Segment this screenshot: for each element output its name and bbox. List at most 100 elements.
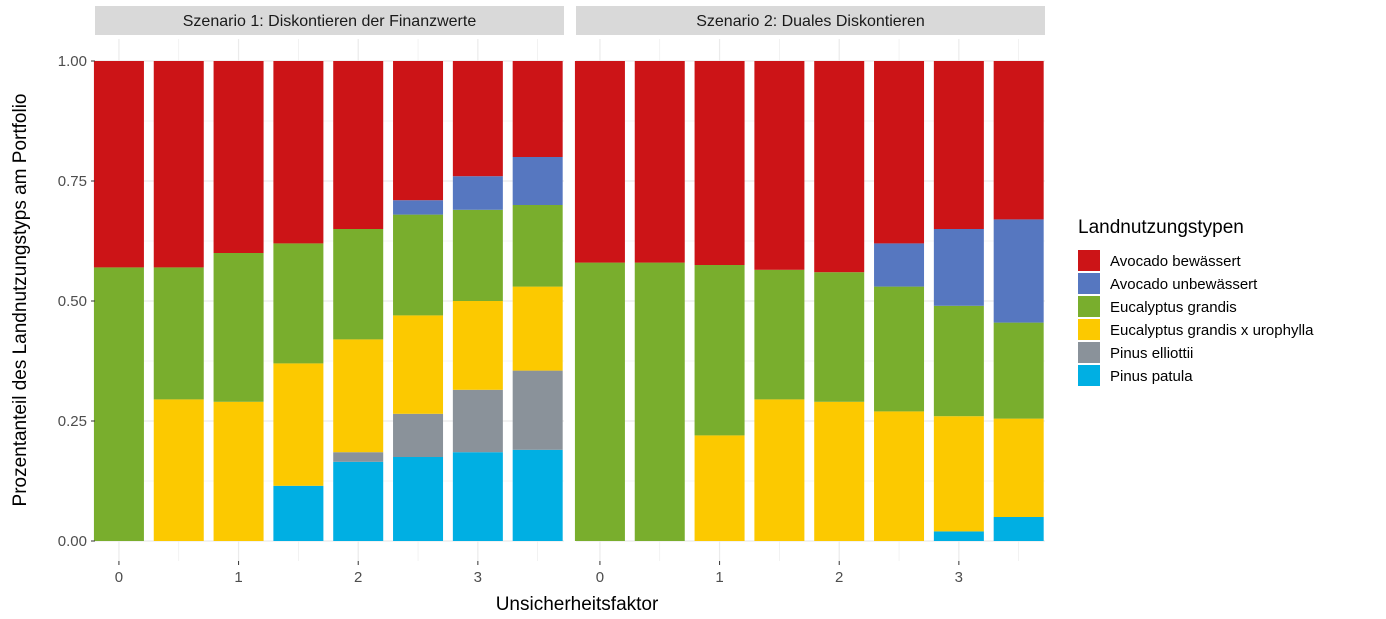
facet-panel-2: Szenario 2: Duales Diskontieren — [574, 6, 1045, 561]
bar-segment-avocado-bewaessert — [93, 61, 144, 268]
bar-segment-pinus-elliottii — [512, 370, 563, 450]
bar-segment-eucalyptus-grandis — [452, 209, 503, 301]
x-tick-label: 2 — [835, 569, 843, 586]
bar-segment-avocado-bewaessert — [393, 61, 444, 201]
legend-swatch — [1078, 342, 1100, 363]
legend-label: Avocado unbewässert — [1110, 276, 1258, 293]
x-tick-label: 2 — [354, 569, 362, 586]
legend-item-pinus-patula: Pinus patula — [1078, 365, 1193, 386]
legend-label: Eucalyptus grandis x urophylla — [1110, 322, 1314, 339]
x-tick-label: 1 — [234, 569, 242, 586]
y-tick-label: 0.75 — [58, 173, 87, 190]
bar-segment-pinus-elliottii — [393, 413, 444, 457]
bar-segment-avocado-bewaessert — [754, 61, 805, 270]
facet-strip — [576, 6, 1045, 35]
bar-segment-avocado-unbewaessert — [512, 157, 563, 205]
legend-item-eucalyptus-grandis-x-urophylla: Eucalyptus grandis x urophylla — [1078, 319, 1314, 340]
bar-segment-pinus-elliottii — [452, 389, 503, 453]
bar-segment-eucalyptus-grandis-x-urophylla — [933, 416, 984, 532]
y-tick-label: 0.00 — [58, 533, 87, 550]
y-tick-label: 0.25 — [58, 413, 87, 430]
bar-segment-eucalyptus-grandis — [874, 286, 925, 412]
bar-segment-eucalyptus-grandis-x-urophylla — [452, 301, 503, 390]
legend-label: Avocado bewässert — [1110, 253, 1241, 270]
bar-segment-avocado-bewaessert — [993, 61, 1044, 220]
bar-segment-avocado-bewaessert — [874, 61, 925, 244]
x-axis-title: Unsicherheitsfaktor — [496, 594, 659, 615]
bar-segment-pinus-patula — [393, 457, 444, 541]
legend-label: Eucalyptus grandis — [1110, 299, 1237, 316]
bar-segment-pinus-elliottii — [333, 452, 384, 462]
legend-swatch — [1078, 273, 1100, 294]
legend-item-avocado-bewaessert: Avocado bewässert — [1078, 250, 1241, 271]
bar-segment-eucalyptus-grandis — [814, 272, 865, 402]
bar-segment-avocado-bewaessert — [512, 61, 563, 157]
x-tick-label: 3 — [474, 569, 482, 586]
bar-segment-eucalyptus-grandis — [512, 205, 563, 287]
legend-swatch — [1078, 365, 1100, 386]
bar-segment-eucalyptus-grandis — [213, 253, 264, 402]
bars — [93, 61, 563, 541]
bar-segment-eucalyptus-grandis — [153, 267, 204, 400]
facet-panel-1: Szenario 1: Diskontieren der Finanzwerte — [93, 6, 564, 561]
bar-segment-pinus-patula — [452, 452, 503, 541]
bar-segment-eucalyptus-grandis — [933, 305, 984, 417]
legend-item-avocado-unbewaessert: Avocado unbewässert — [1078, 273, 1258, 294]
bar-segment-avocado-unbewaessert — [993, 219, 1044, 323]
bar-segment-eucalyptus-grandis — [333, 229, 384, 340]
x-tick-label: 0 — [596, 569, 604, 586]
bar-segment-pinus-patula — [333, 461, 384, 541]
facet-strip-label: Szenario 2: Duales Diskontieren — [696, 13, 925, 30]
bar-segment-avocado-bewaessert — [814, 61, 865, 273]
bar-segment-pinus-patula — [512, 449, 563, 541]
bar-segment-pinus-patula — [993, 517, 1044, 541]
bar-segment-eucalyptus-grandis-x-urophylla — [993, 418, 1044, 517]
legend-swatch — [1078, 296, 1100, 317]
bar-segment-avocado-bewaessert — [213, 61, 264, 253]
x-tick-label: 0 — [115, 569, 123, 586]
legend-swatch — [1078, 250, 1100, 271]
legend-label: Pinus elliottii — [1110, 345, 1193, 362]
legend-item-pinus-elliottii: Pinus elliottii — [1078, 342, 1193, 363]
x-axis-ticks: 0 1 2 3 0 1 2 3 — [115, 561, 963, 586]
bar-segment-eucalyptus-grandis-x-urophylla — [874, 411, 925, 541]
bar-segment-avocado-bewaessert — [273, 61, 324, 244]
bar-segment-eucalyptus-grandis-x-urophylla — [213, 401, 264, 541]
bar-segment-eucalyptus-grandis — [993, 322, 1044, 419]
legend: Landnutzungstypen Avocado bewässert Avoca… — [1078, 217, 1314, 386]
x-tick-label: 1 — [715, 569, 723, 586]
bar-segment-eucalyptus-grandis — [634, 262, 685, 541]
bar-segment-avocado-bewaessert — [634, 61, 685, 263]
bar-segment-eucalyptus-grandis — [273, 243, 324, 364]
bar-segment-eucalyptus-grandis-x-urophylla — [273, 363, 324, 486]
bar-segment-avocado-bewaessert — [933, 61, 984, 229]
bar-segment-avocado-unbewaessert — [933, 229, 984, 306]
bar-segment-eucalyptus-grandis — [93, 267, 144, 541]
legend-label: Pinus patula — [1110, 368, 1193, 385]
bar-segment-pinus-patula — [273, 485, 324, 541]
facet-strip-label: Szenario 1: Diskontieren der Finanzwerte — [183, 13, 477, 30]
bar-segment-avocado-bewaessert — [574, 61, 625, 263]
x-tick-label: 3 — [955, 569, 963, 586]
facet-strip — [95, 6, 564, 35]
bar-segment-avocado-unbewaessert — [452, 176, 503, 210]
bar-segment-eucalyptus-grandis-x-urophylla — [694, 435, 745, 541]
bar-segment-eucalyptus-grandis-x-urophylla — [512, 286, 563, 371]
legend-title: Landnutzungstypen — [1078, 217, 1244, 238]
y-axis-title: Prozentanteil des Landnutzungstyps am Po… — [10, 94, 31, 507]
bar-segment-eucalyptus-grandis — [754, 269, 805, 400]
legend-item-eucalyptus-grandis: Eucalyptus grandis — [1078, 296, 1237, 317]
bar-segment-eucalyptus-grandis — [393, 214, 444, 316]
bar-segment-eucalyptus-grandis-x-urophylla — [153, 399, 204, 541]
bar-segment-avocado-unbewaessert — [874, 243, 925, 287]
y-axis-ticks: 0.00 0.25 0.50 0.75 1.00 — [58, 53, 95, 550]
bar-segment-eucalyptus-grandis-x-urophylla — [754, 399, 805, 541]
bar-segment-eucalyptus-grandis-x-urophylla — [814, 401, 865, 541]
facet-panels: Szenario 1: Diskontieren der Finanzwerte… — [93, 6, 1045, 561]
bars — [574, 61, 1044, 541]
bar-segment-eucalyptus-grandis — [694, 265, 745, 436]
bar-segment-eucalyptus-grandis — [574, 262, 625, 541]
legend-swatch — [1078, 319, 1100, 340]
bar-segment-avocado-bewaessert — [333, 61, 384, 229]
